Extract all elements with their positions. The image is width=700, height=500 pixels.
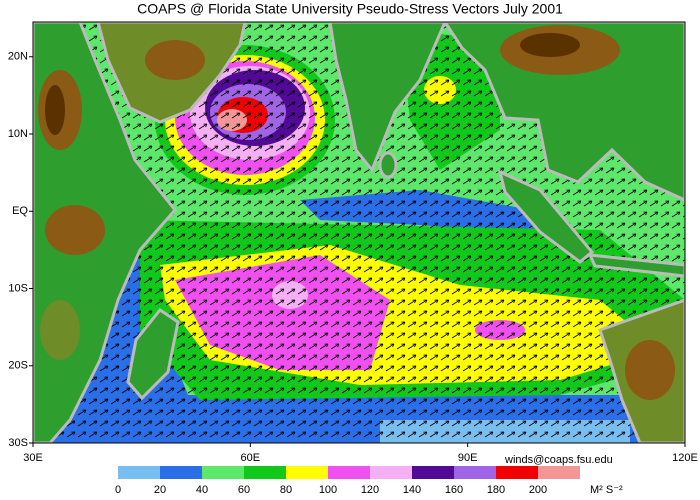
title: COAPS @ Florida State University Pseudo-… [137,1,563,17]
x-tick-label: 30E [23,452,43,464]
colorbar-label: 0 [115,484,121,496]
colorbar-bin [244,466,286,479]
colorbar-bin [328,466,370,479]
colorbar-label: 160 [445,484,463,496]
colorbar-label: 100 [319,484,337,496]
y-tick-label: 20S [8,360,28,372]
terrain [38,25,675,400]
x-tick-label: 90E [458,452,478,464]
y-tick-label: 30S [8,437,28,449]
colorbar-label: 60 [238,484,250,496]
map-frame [32,21,686,444]
colorbar-bin [412,466,454,479]
x-tick-label: 60E [241,452,261,464]
units: M² S⁻² [590,484,623,496]
colorbar-bin [160,466,202,479]
colorbar-label: 140 [403,484,421,496]
colorbar-bin [202,466,244,479]
colorbar-label: 120 [361,484,379,496]
x-tick-label: 120E [672,452,698,464]
colorbar-label: 180 [487,484,505,496]
colorbar-label: 20 [154,484,166,496]
colorbar-bin [370,466,412,479]
contact: winds@coaps.fsu.edu [504,454,613,466]
y-tick-label: 20N [8,51,28,63]
colorbar-bin [118,466,160,479]
colorbar-bin [496,466,538,479]
colorbar-label: 80 [280,484,292,496]
colorbar-bin [454,466,496,479]
colorbar-bin [286,466,328,479]
y-tick-label: 10N [8,128,28,140]
colorbar-bin [538,466,580,479]
y-tick-label: EQ [12,205,28,217]
colorbar-label: 200 [529,484,547,496]
y-tick-label: 10S [8,282,28,294]
colorbar-label: 40 [196,484,208,496]
map [33,22,685,443]
